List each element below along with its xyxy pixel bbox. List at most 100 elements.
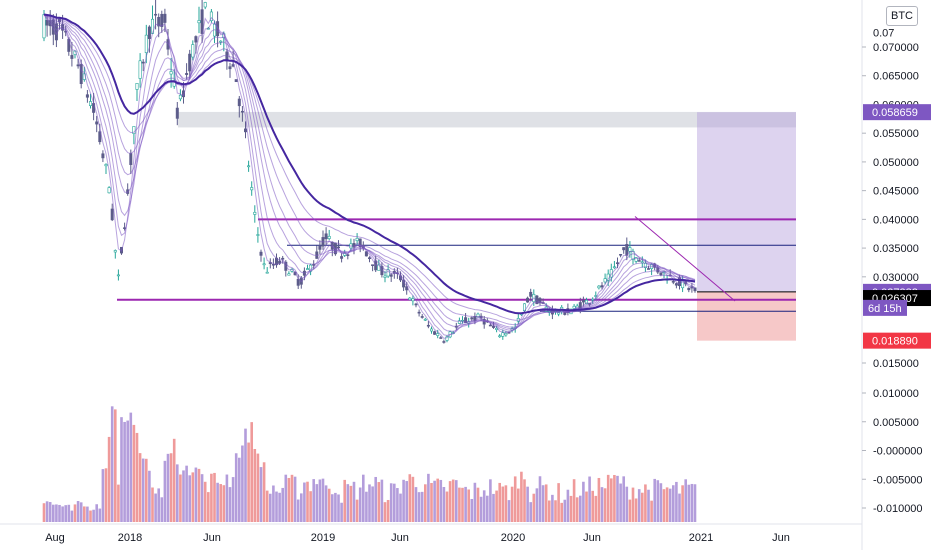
volume-bar [572,479,576,522]
time-tick-label: Aug [45,532,65,544]
candle-body [426,324,430,327]
candle-body [327,236,331,239]
volume-bar [513,476,517,522]
volume-bar [451,479,455,522]
volume-bar [613,474,616,522]
volume-bar [247,442,250,522]
candle-body [352,243,356,248]
volume-bar [498,482,501,522]
candle-body [411,298,415,302]
volume-bar [358,487,362,522]
candle-body [234,79,238,83]
volume-bar [312,479,315,522]
volume-bar [489,479,492,522]
volume-bar [610,478,613,522]
svg-text:0.058659: 0.058659 [872,107,918,119]
candle-body [228,66,232,70]
volume-bar [535,488,539,522]
candle-body [240,110,244,113]
candle-body [197,20,201,24]
candle-body [265,271,269,274]
volume-bar [433,480,436,522]
volume-bar [628,499,632,522]
candle-body [76,64,80,67]
time-tick-label: 2020 [501,532,525,544]
volume-bar [321,478,325,522]
volume-bar [374,476,377,522]
candle-body [101,153,105,159]
volume-bar [222,485,226,522]
volume-tick-label: -0.000000 [873,446,923,458]
volume-bar [668,488,672,522]
volume-bar [290,474,294,522]
price-tick-label: 0.055000 [873,128,919,140]
volume-bar [95,504,98,522]
volume-bar [430,482,433,522]
time-tick-label: Jun [391,532,409,544]
volume-bar [402,479,405,522]
candle-body [628,247,632,252]
volume-bar [275,491,278,522]
volume-bar [145,458,148,522]
volume-bar [231,477,235,522]
volume-bar [52,504,55,522]
long-position-tool[interactable] [697,112,796,341]
volume-bar [541,485,545,522]
candle-body [98,131,102,143]
candle-body [147,26,151,40]
volume-bar [439,479,443,522]
volume-bar [548,500,551,522]
volume-bar [172,438,176,522]
candle-body [209,11,213,21]
volume-bar [588,476,591,522]
volume-bar [256,453,260,522]
candle-body [305,268,309,270]
volume-bar [346,484,350,522]
time-axis[interactable]: Aug 2018 Jun 2019 Jun 2020 Jun 2021 Jun [0,523,862,544]
time-tick-label: 2018 [118,532,142,544]
ema-line [43,14,696,321]
target-zone [697,112,796,292]
ema-line [43,14,696,332]
volume-bar [504,485,508,522]
volume-bar [306,481,309,522]
volume-bar [464,486,467,522]
price-axis[interactable]: 0.070000 0.065000 0.055000 0.050000 0.045000… [861,0,923,550]
candle-body [237,98,241,107]
candle-body [259,251,263,256]
currency-label[interactable]: BTC [886,6,918,26]
volume-bar [659,483,663,522]
volume-bar [486,495,489,522]
volume-bar [234,453,238,522]
candle-body [436,333,440,336]
candle-body [107,187,111,194]
candle-body [157,16,161,27]
volume-bar [191,472,195,522]
horizontal-levels[interactable] [117,218,796,312]
candle-body [219,40,223,43]
volume-bar [303,482,306,522]
volume-bar [343,479,346,522]
volume-bars [42,406,697,522]
volume-bar [371,486,374,522]
volume-bar [228,487,232,522]
trendline[interactable] [634,216,736,302]
downtrend-line[interactable] [634,216,736,302]
volume-bar [551,494,554,522]
candle-body [433,331,437,335]
volume-bar [216,482,219,522]
volume-bar [182,470,185,522]
candle-body [178,94,182,100]
volume-bar [411,476,415,522]
volume-bar [380,479,384,522]
volume-bar [114,409,117,522]
svg-text:0.018890: 0.018890 [872,336,918,348]
price-tick-label: 0.030000 [873,272,919,284]
volume-bar [476,487,480,522]
volume-bar [420,491,424,522]
candle-body [634,257,638,262]
candle-body [70,55,74,59]
candle-body [132,126,136,134]
candle-body [420,316,424,318]
